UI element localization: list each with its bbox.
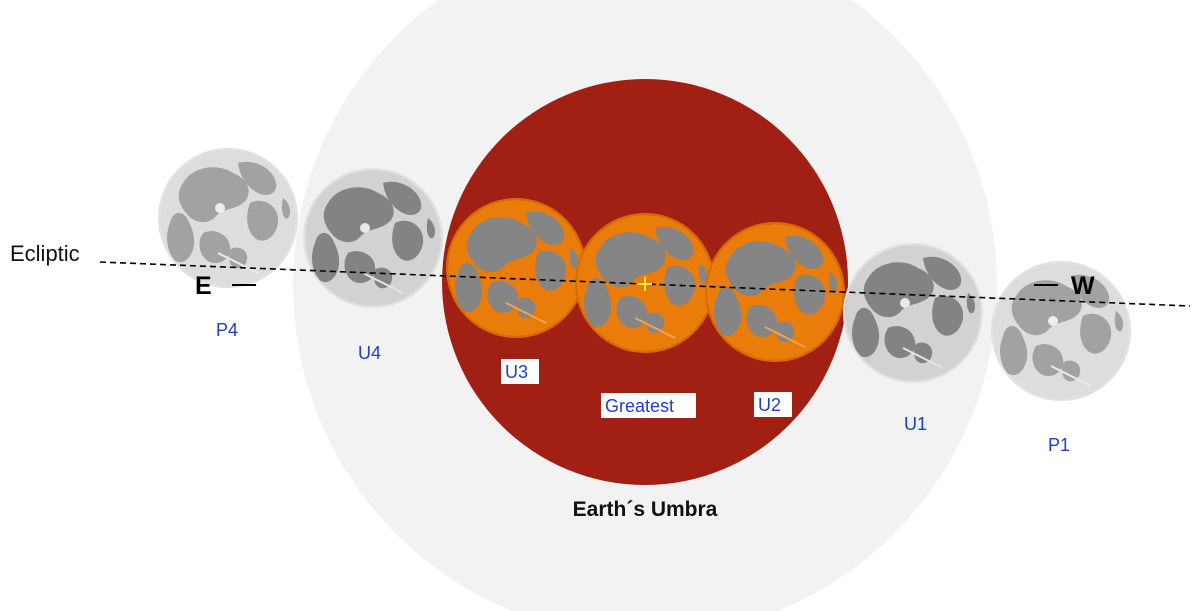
- west-label: W: [1071, 272, 1095, 300]
- p4-label: P4: [216, 320, 238, 340]
- greatest-label-box: [601, 393, 696, 418]
- moon-p1: [991, 261, 1131, 401]
- moon-p4: [158, 148, 298, 288]
- u4-label: U4: [358, 343, 381, 363]
- moon-u4: [303, 168, 443, 308]
- greatest-label: Greatest: [605, 396, 674, 416]
- u2-label-box: [754, 392, 792, 417]
- umbra-label: Earth´s Umbra: [573, 498, 718, 521]
- greatest-eclipse-marker: [638, 277, 652, 291]
- ecliptic-label: Ecliptic: [10, 241, 80, 266]
- moon-u1: [843, 243, 983, 383]
- u3-label: U3: [505, 362, 528, 382]
- moon-u3: [446, 198, 586, 338]
- u3-label-box: [501, 359, 539, 384]
- p1-label: P1: [1048, 435, 1070, 455]
- moon-u2: [705, 222, 845, 362]
- u1-label: U1: [904, 414, 927, 434]
- east-label: E: [195, 272, 212, 300]
- u2-label: U2: [758, 395, 781, 415]
